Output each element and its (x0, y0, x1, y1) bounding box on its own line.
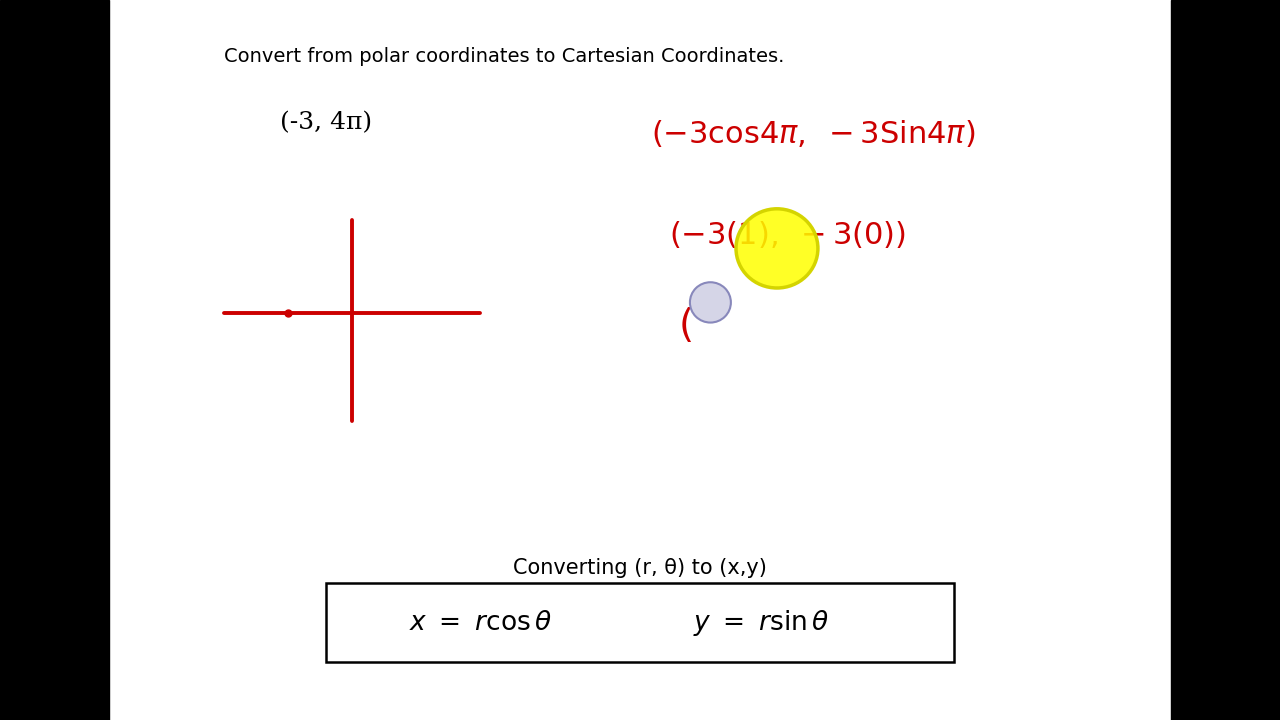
FancyBboxPatch shape (326, 583, 954, 662)
Text: Convert from polar coordinates to Cartesian Coordinates.: Convert from polar coordinates to Cartes… (224, 47, 785, 66)
Text: (-3, 4π): (-3, 4π) (280, 112, 372, 135)
Bar (0, 0, 109, 720)
Text: $y\ =\ r\sin\theta$: $y\ =\ r\sin\theta$ (694, 608, 829, 638)
Text: $(-3(1),\ -3(0))$: $(-3(1),\ -3(0))$ (668, 220, 906, 251)
Text: $(-3\mathsf{cos}4\pi,\ -3\mathsf{Sin}4\pi)$: $(-3\mathsf{cos}4\pi,\ -3\mathsf{Sin}4\p… (650, 119, 975, 150)
Bar (1171, 0, 1280, 720)
Text: Converting (r, θ) to (x,y): Converting (r, θ) to (x,y) (513, 558, 767, 578)
Ellipse shape (690, 282, 731, 323)
Text: $x\ =\ r\cos\theta$: $x\ =\ r\cos\theta$ (408, 611, 552, 635)
Ellipse shape (736, 209, 818, 288)
Text: $($: $($ (678, 306, 691, 345)
